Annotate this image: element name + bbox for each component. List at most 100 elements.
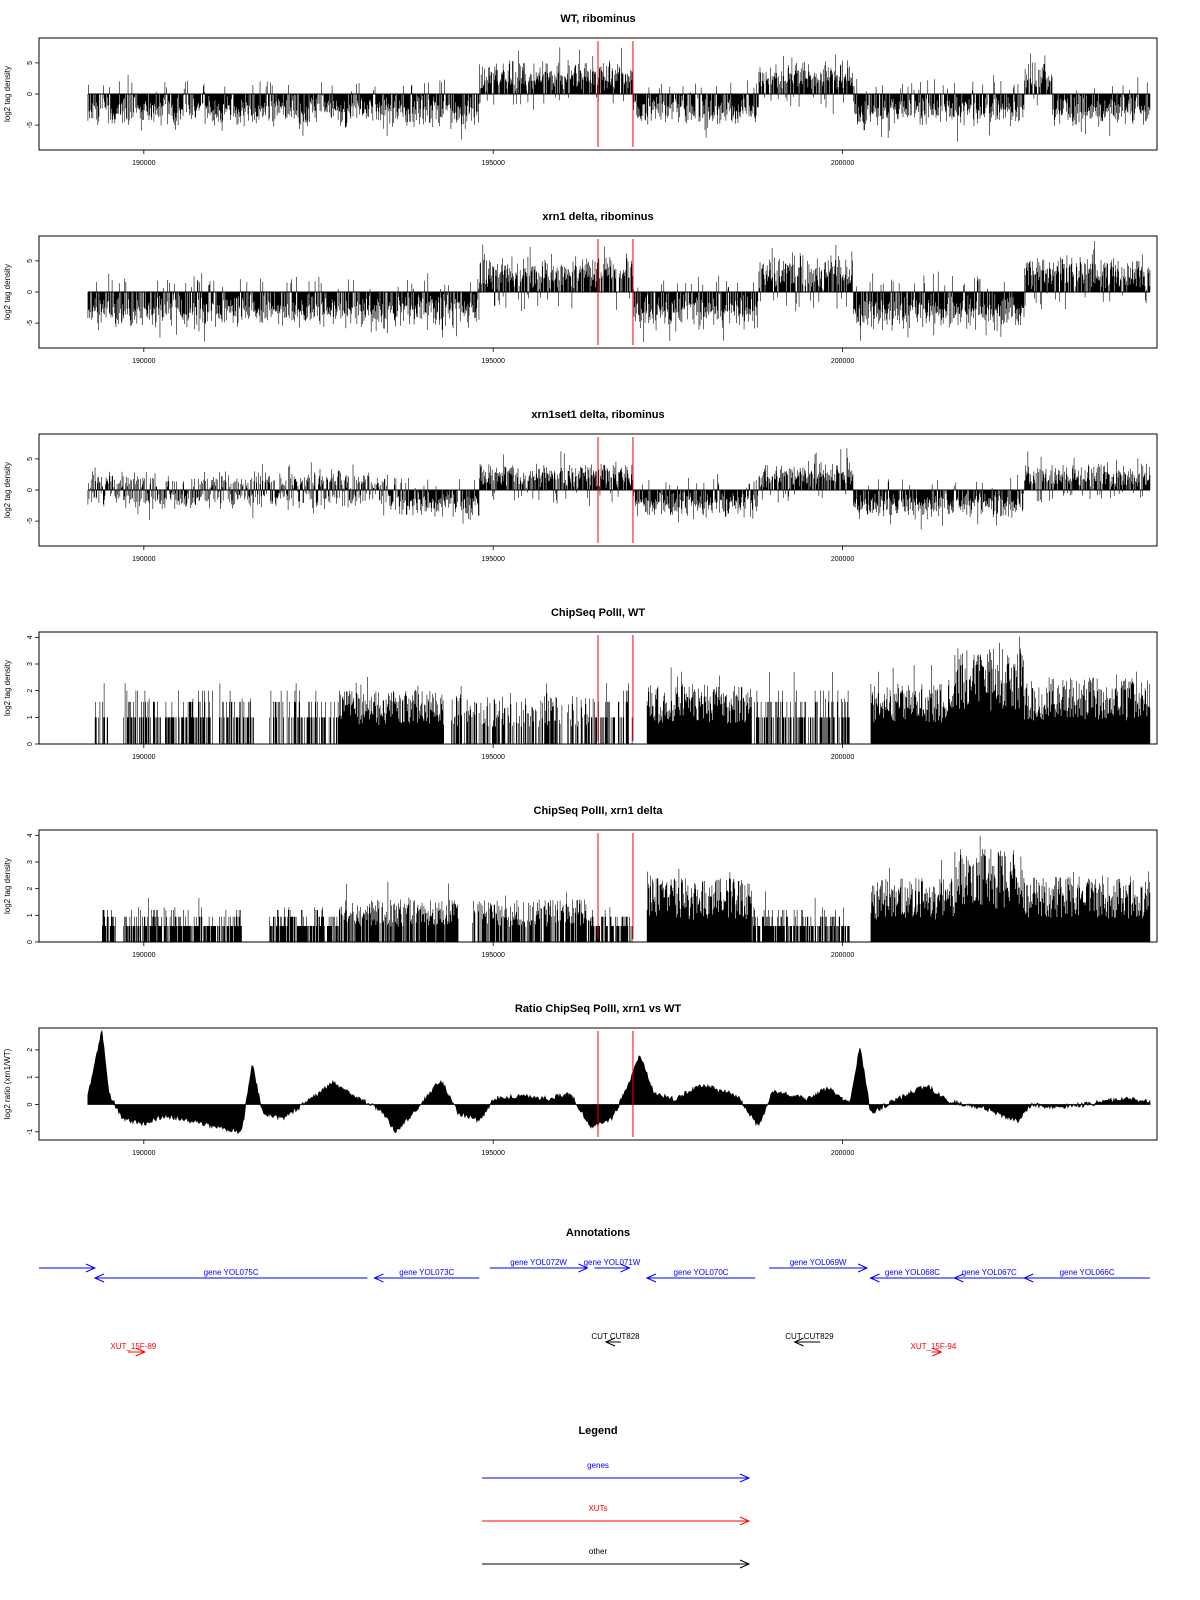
arrow-head <box>793 1337 804 1347</box>
x-tick-label: 195000 <box>482 754 505 761</box>
arrow-head <box>739 1559 751 1569</box>
tag-density-bars <box>87 47 1151 142</box>
legend-item-label: other <box>589 1547 608 1556</box>
x-tick-label: 200000 <box>831 952 854 959</box>
gene-label: gene YOL067C <box>962 1268 1017 1277</box>
panel-title: Ratio ChipSeq PolII, xrn1 vs WT <box>515 1003 682 1015</box>
xut-label: XUT_15F-94 <box>911 1342 957 1351</box>
legend-item-arrow <box>482 1516 751 1526</box>
other-arrow: CUT CUT828 <box>591 1332 640 1347</box>
x-tick-label: 195000 <box>482 952 505 959</box>
x-tick-label: 190000 <box>132 160 155 167</box>
gene-arrow: gene YOL067C <box>953 1268 1025 1283</box>
arrow-head <box>93 1273 105 1283</box>
xut-arrow: XUT_15F-89 <box>110 1342 157 1357</box>
chart-panel: ChipSeq PolII, xrn1 delta 0 1 2 3 4 log2 tag d… <box>3 805 1158 959</box>
y-tick-label: 5 <box>27 457 34 461</box>
y-tick-label: 1 <box>27 1075 34 1079</box>
x-tick-label: 190000 <box>132 952 155 959</box>
xut-arrow: XUT_15F-94 <box>911 1342 957 1357</box>
y-tick-label: 2 <box>27 689 34 693</box>
x-tick-label: 190000 <box>132 754 155 761</box>
legend-item-arrow <box>482 1559 751 1569</box>
x-tick-label: 195000 <box>482 160 505 167</box>
x-tick-label: 195000 <box>482 556 505 563</box>
y-axis-label: log2 tag density <box>3 264 12 320</box>
legend: Legend genes XUTs other <box>482 1425 751 1569</box>
gene-arrow: gene YOL073C <box>373 1268 480 1283</box>
arrow-head <box>1023 1273 1034 1283</box>
gene-label: gene YOL068C <box>885 1268 940 1277</box>
other-arrow: CUT CUT829 <box>785 1332 834 1347</box>
legend-item-label: XUTs <box>588 1504 607 1513</box>
y-axis-label: log2 tag density <box>3 660 12 716</box>
arrow-head <box>645 1273 657 1283</box>
y-tick-label: -5 <box>27 122 34 128</box>
x-tick-label: 190000 <box>132 1150 155 1157</box>
chart-panel: WT, ribominus -5 0 5 log2 tag density 190000 1… <box>3 13 1158 167</box>
gene-label: gene YOL072W <box>510 1258 567 1267</box>
polii-density-bars <box>102 835 1151 942</box>
arrow-head <box>373 1273 384 1283</box>
arrow-head <box>739 1516 751 1526</box>
y-tick-label: 5 <box>27 259 34 263</box>
gene-arrow: gene YOL071W <box>584 1258 641 1273</box>
y-tick-label: 0 <box>27 940 34 944</box>
arrow-head <box>620 1263 631 1273</box>
y-tick-label: 2 <box>27 887 34 891</box>
x-tick-label: 200000 <box>831 358 854 365</box>
annotations-panel: Annotations gene YOL075C gene YOL073C gene … <box>39 1227 1151 1357</box>
panel-title: xrn1set1 delta, ribominus <box>531 409 664 421</box>
chart-panel: Ratio ChipSeq PolII, xrn1 vs WT -1 0 1 2 log2… <box>3 1003 1158 1157</box>
panel-title: WT, ribominus <box>560 13 635 25</box>
y-tick-label: 4 <box>27 635 34 639</box>
gene-label: gene YOL069W <box>790 1258 847 1267</box>
y-axis-label: log2 tag density <box>3 858 12 914</box>
gene-label: gene YOL066C <box>1060 1268 1115 1277</box>
chart-panel: ChipSeq PolII, WT 0 1 2 3 4 log2 tag density 19… <box>3 607 1158 761</box>
gene-arrow: gene YOL075C <box>93 1268 368 1283</box>
gene-arrow: gene YOL068C <box>869 1268 955 1283</box>
arrow-head <box>135 1347 147 1357</box>
y-tick-label: 0 <box>27 488 34 492</box>
y-tick-label: 0 <box>27 742 34 746</box>
y-tick-label: 0 <box>27 290 34 294</box>
tag-density-bars <box>87 240 1151 342</box>
annotations-title: Annotations <box>566 1227 630 1239</box>
x-tick-label: 200000 <box>831 1150 854 1157</box>
y-tick-label: 1 <box>27 913 34 917</box>
y-tick-label: 5 <box>27 61 34 65</box>
gene-arrow: gene YOL069W <box>769 1258 869 1273</box>
arrow-head <box>739 1473 751 1483</box>
x-tick-label: 200000 <box>831 754 854 761</box>
legend-title: Legend <box>578 1425 617 1437</box>
arrow-head <box>953 1273 964 1283</box>
arrow-head <box>869 1273 880 1283</box>
ratio-area <box>87 1029 1151 1135</box>
y-axis-label: log2 ratio (xrn1/WT) <box>3 1048 12 1119</box>
gene-arrow <box>39 1263 97 1273</box>
gene-arrow: gene YOL070C <box>645 1268 756 1283</box>
panel-title: ChipSeq PolII, WT <box>551 607 645 619</box>
y-tick-label: 3 <box>27 662 34 666</box>
chart-panel: xrn1set1 delta, ribominus -5 0 5 log2 tag de… <box>3 409 1158 563</box>
y-tick-label: 0 <box>27 92 34 96</box>
x-tick-label: 190000 <box>132 556 155 563</box>
x-tick-label: 195000 <box>482 1150 505 1157</box>
gene-label: gene YOL075C <box>204 1268 259 1277</box>
arrow-head <box>85 1263 97 1273</box>
panel-title: ChipSeq PolII, xrn1 delta <box>534 805 664 817</box>
panel-title: xrn1 delta, ribominus <box>542 211 653 223</box>
other-label: CUT CUT829 <box>785 1332 834 1341</box>
y-tick-label: 2 <box>27 1048 34 1052</box>
gene-label: gene YOL070C <box>674 1268 729 1277</box>
gene-label: gene YOL073C <box>399 1268 454 1277</box>
legend-item-arrow <box>482 1473 751 1483</box>
y-tick-label: 4 <box>27 833 34 837</box>
gene-label: gene YOL071W <box>584 1258 641 1267</box>
y-axis-label: log2 tag density <box>3 462 12 518</box>
y-tick-label: -5 <box>27 320 34 326</box>
y-tick-label: -5 <box>27 518 34 524</box>
polii-density-bars <box>94 636 1151 744</box>
